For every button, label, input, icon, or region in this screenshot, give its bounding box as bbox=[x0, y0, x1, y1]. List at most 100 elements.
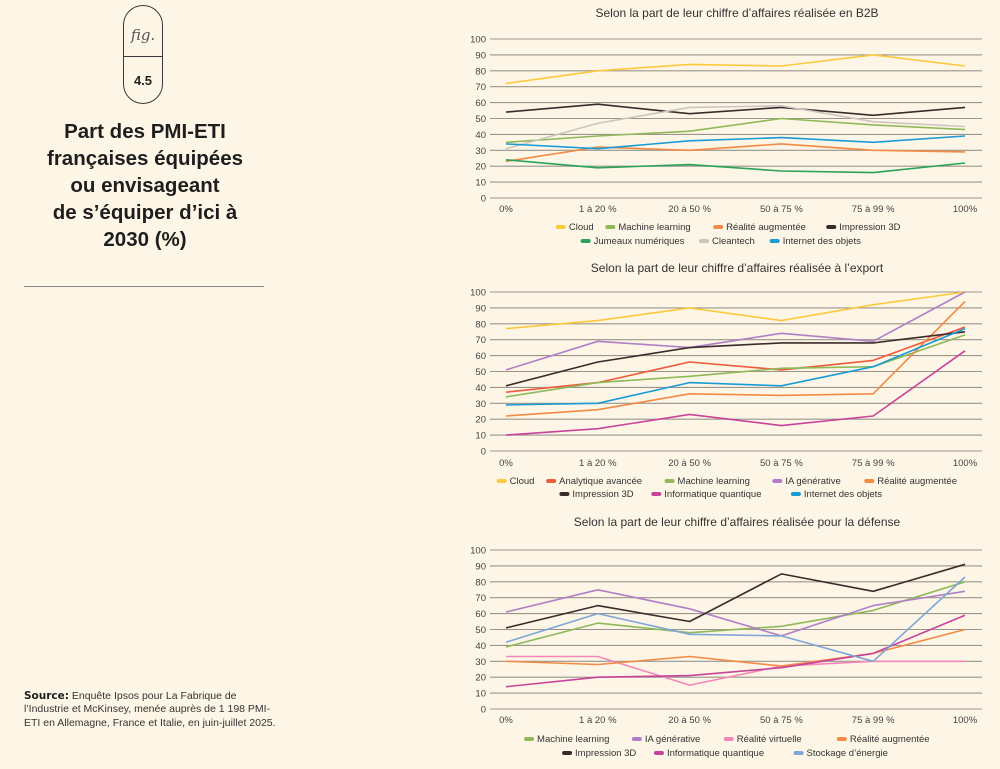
legend-item: Informatique quantique bbox=[653, 748, 764, 759]
figure-title: Part des PMI-ETI françaises équipées ou … bbox=[47, 120, 243, 251]
series-line bbox=[505, 159, 966, 174]
series-stockage-d-nergie bbox=[505, 576, 966, 663]
y-tick-label: 60 bbox=[475, 609, 486, 620]
x-tick-label: 75 à 99 % bbox=[852, 715, 895, 726]
y-tick-label: 100 bbox=[470, 35, 486, 46]
legend-swatch bbox=[836, 737, 847, 741]
y-tick-label: 90 bbox=[475, 50, 486, 61]
x-tick-label: 0% bbox=[499, 204, 513, 215]
legend-item: Internet des objets bbox=[769, 236, 861, 247]
legend-item: Informatique quantique bbox=[651, 489, 761, 500]
x-tick-label: 75 à 99 % bbox=[852, 458, 895, 469]
series-impression-3d bbox=[505, 563, 966, 629]
legend-swatch bbox=[580, 239, 591, 243]
legend-item: IA générative bbox=[772, 476, 841, 487]
legend-swatch bbox=[769, 239, 780, 243]
series-machine-learning bbox=[505, 581, 966, 648]
legend-label: Réalité virtuelle bbox=[737, 734, 802, 745]
y-tick-label: 0 bbox=[481, 194, 486, 205]
y-tick-label: 60 bbox=[475, 98, 486, 109]
x-tick-label: 1 à 20 % bbox=[579, 715, 617, 726]
legend-item: Machine learning bbox=[524, 734, 609, 745]
legend-item: Cleantech bbox=[699, 236, 755, 247]
legend-label: Réalité augmentée bbox=[726, 222, 806, 233]
legend-swatch bbox=[723, 737, 734, 741]
legend-swatch bbox=[864, 479, 875, 483]
legend-item: Réalité augmentée bbox=[864, 476, 957, 487]
legend-label: Machine learning bbox=[678, 476, 750, 487]
legend-label: Informatique quantique bbox=[664, 489, 761, 500]
legend-item: Machine learning bbox=[664, 476, 750, 487]
legend-label: IA générative bbox=[785, 476, 840, 487]
series-line bbox=[505, 581, 966, 648]
legend-item: Jumeaux numériques bbox=[580, 236, 685, 247]
y-tick-label: 40 bbox=[475, 383, 486, 394]
y-tick-label: 30 bbox=[475, 399, 486, 410]
legend-swatch bbox=[793, 751, 804, 755]
legend-swatch bbox=[496, 479, 507, 483]
figure-sidebar: fig. 4.5 Part des PMI-ETI françaises équ… bbox=[0, 0, 300, 769]
y-tick-label: 60 bbox=[475, 351, 486, 362]
series-ia-g-n-rative bbox=[505, 588, 966, 637]
x-tick-label: 0% bbox=[499, 715, 513, 726]
legend-swatch bbox=[559, 492, 570, 496]
y-tick-label: 50 bbox=[475, 114, 486, 125]
legend-swatch bbox=[664, 479, 675, 483]
legend-label: Machine learning bbox=[618, 222, 690, 233]
legend-swatch bbox=[524, 737, 535, 741]
series-line bbox=[505, 300, 966, 417]
series-line bbox=[505, 103, 966, 117]
x-tick-label: 1 à 20 % bbox=[579, 204, 617, 215]
legend-item: IA générative bbox=[631, 734, 700, 745]
series-line bbox=[505, 331, 966, 387]
series-line bbox=[505, 135, 966, 150]
legend-label: IA générative bbox=[645, 734, 700, 745]
series-r-alit-augment-e bbox=[505, 300, 966, 417]
series-line bbox=[505, 143, 966, 163]
figure-number: 4.5 bbox=[133, 73, 153, 88]
y-tick-label: 20 bbox=[475, 162, 486, 173]
x-tick-label: 20 à 50 % bbox=[668, 204, 711, 215]
legend-swatch bbox=[546, 479, 557, 483]
series-machine-learning bbox=[505, 117, 966, 144]
y-tick-label: 10 bbox=[475, 178, 486, 189]
series-cloud bbox=[505, 54, 966, 85]
series-line bbox=[505, 334, 966, 398]
series-internet-des-objets bbox=[505, 327, 966, 406]
series-internet-des-objets bbox=[505, 135, 966, 150]
series-line bbox=[505, 563, 966, 629]
y-tick-label: 100 bbox=[470, 288, 486, 299]
x-tick-label: 50 à 75 % bbox=[760, 458, 803, 469]
chart-title: Selon la part de leur chiffre d’affaires… bbox=[591, 261, 884, 275]
series-r-alit-augment-e bbox=[505, 143, 966, 163]
legend-swatch bbox=[772, 479, 783, 483]
series-line bbox=[505, 326, 966, 393]
y-tick-label: 0 bbox=[481, 705, 486, 716]
legend-label: Informatique quantique bbox=[667, 748, 764, 759]
chart-1: Selon la part de leur chiffre d’affaires… bbox=[470, 6, 982, 247]
legend-item: Cloud bbox=[496, 476, 535, 487]
legend-item: Réalité virtuelle bbox=[723, 734, 802, 745]
x-tick-label: 75 à 99 % bbox=[852, 204, 895, 215]
legend-swatch bbox=[631, 737, 642, 741]
y-tick-label: 80 bbox=[475, 577, 486, 588]
figure-badge-divider bbox=[124, 56, 162, 57]
y-tick-label: 40 bbox=[475, 641, 486, 652]
legend-swatch bbox=[790, 492, 801, 496]
x-tick-label: 50 à 75 % bbox=[760, 204, 803, 215]
series-impression-3d bbox=[505, 331, 966, 387]
legend-item: Cloud bbox=[555, 222, 594, 233]
x-tick-label: 100% bbox=[953, 458, 978, 469]
series-informatique-quantique bbox=[505, 350, 966, 436]
series-line bbox=[505, 117, 966, 144]
y-tick-label: 20 bbox=[475, 673, 486, 684]
y-tick-label: 50 bbox=[475, 367, 486, 378]
title-divider bbox=[24, 286, 264, 287]
chart-3: Selon la part de leur chiffre d’affaires… bbox=[470, 515, 982, 759]
legend-item: Impression 3D bbox=[826, 222, 901, 233]
legend-label: Cloud bbox=[510, 476, 535, 487]
x-tick-label: 100% bbox=[953, 204, 978, 215]
legend-label: Internet des objets bbox=[804, 489, 882, 500]
y-tick-label: 30 bbox=[475, 146, 486, 157]
